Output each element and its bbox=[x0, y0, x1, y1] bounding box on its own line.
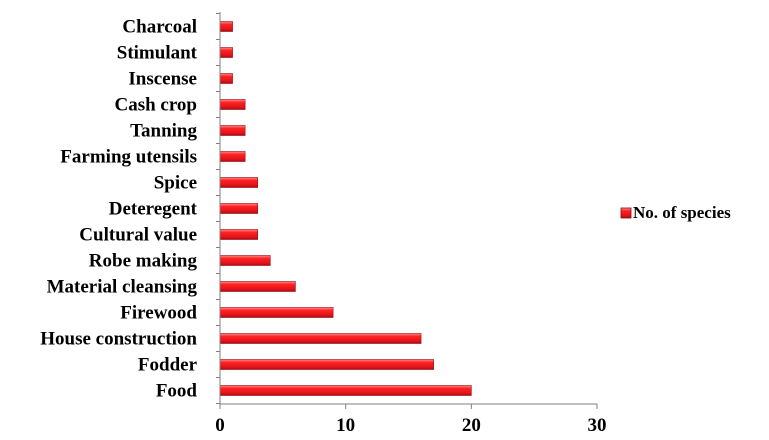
category-label: Inscense bbox=[128, 69, 197, 90]
category-label: Farming utensils bbox=[60, 147, 197, 168]
category-label: Cash crop bbox=[114, 95, 197, 116]
axis-layer bbox=[216, 12, 598, 409]
x-tick-labels: 0 10 20 30 bbox=[215, 415, 606, 436]
bar-inscense bbox=[219, 73, 233, 84]
legend: No. of species bbox=[620, 203, 731, 222]
category-label: Spice bbox=[154, 173, 197, 194]
x-tick-label: 30 bbox=[588, 415, 607, 436]
category-label: Firewood bbox=[120, 303, 197, 324]
x-tick-label: 10 bbox=[336, 415, 355, 436]
bar-cash-crop bbox=[219, 99, 246, 110]
x-tick-label: 20 bbox=[462, 415, 481, 436]
bar-fodder bbox=[219, 359, 434, 370]
category-label: Charcoal bbox=[122, 17, 197, 38]
legend-swatch bbox=[620, 207, 632, 219]
bar-firewood bbox=[219, 307, 334, 318]
bar-robe-making bbox=[219, 255, 271, 266]
category-label: Stimulant bbox=[117, 43, 198, 64]
category-label: House construction bbox=[40, 329, 197, 350]
category-labels: Food Fodder House construction Firewood Mate… bbox=[40, 17, 197, 402]
bar-deteregent bbox=[219, 203, 259, 214]
bar-tanning bbox=[219, 125, 246, 136]
bars-layer bbox=[219, 21, 472, 396]
x-tick-label: 0 bbox=[215, 415, 225, 436]
category-label: Deteregent bbox=[109, 199, 198, 220]
bar-cultural-value bbox=[219, 229, 259, 240]
bar-house-construction bbox=[219, 333, 422, 344]
category-label: Material cleansing bbox=[47, 277, 198, 298]
category-label: Fodder bbox=[138, 355, 198, 376]
category-label: Cultural value bbox=[79, 225, 197, 246]
bar-charcoal bbox=[219, 21, 233, 32]
bar-food bbox=[219, 385, 472, 396]
bar-stimulant bbox=[219, 47, 233, 58]
category-label: Tanning bbox=[130, 121, 197, 142]
bar-farming-utensils bbox=[219, 151, 246, 162]
category-label: Robe making bbox=[89, 251, 198, 272]
legend-label: No. of species bbox=[633, 203, 731, 222]
bar-spice bbox=[219, 177, 259, 188]
bar-material-cleansing bbox=[219, 281, 296, 292]
category-label: Food bbox=[156, 381, 198, 402]
